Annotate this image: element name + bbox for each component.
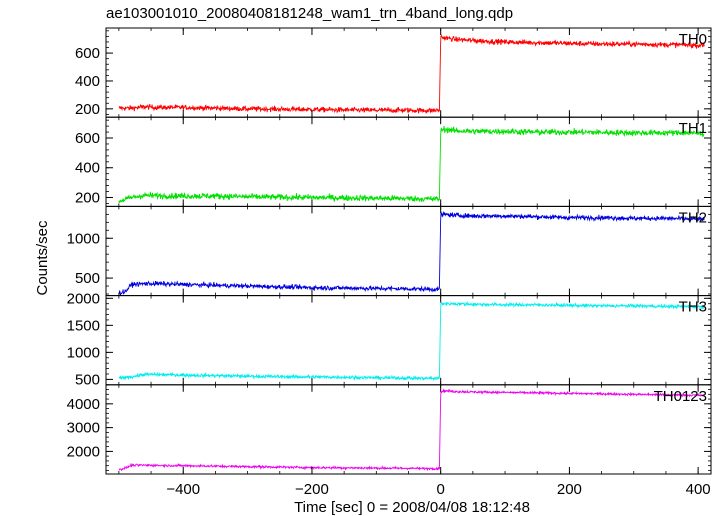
panel-th0123: 2000 3000 4000 TH0123 xyxy=(67,384,712,475)
panel-th0: 200 400 600 TH0 xyxy=(75,27,712,118)
x-tick-label: 200 xyxy=(557,481,582,498)
panel-th2: 500 1000 TH2 xyxy=(67,205,712,297)
panel-frame xyxy=(105,295,712,386)
y-tick-label: 500 xyxy=(75,270,100,287)
panel-label-th0123: TH0123 xyxy=(654,388,707,405)
y-tick-label: 400 xyxy=(75,160,100,177)
y-tick-label: 2000 xyxy=(67,290,100,307)
y-tick-label: 600 xyxy=(75,45,100,62)
y-tick-label: 500 xyxy=(75,371,100,388)
y-tick-label: 1000 xyxy=(67,230,100,247)
panel-th3: 500 1000 1500 2000 TH3 xyxy=(67,290,712,388)
panel-frame xyxy=(105,27,712,118)
y-tick-label: 1500 xyxy=(67,317,100,334)
panel-frame xyxy=(105,384,712,475)
series-line-th3 xyxy=(118,300,705,382)
chart-title: ae103001010_20080408181248_wam1_trn_4ban… xyxy=(106,5,513,22)
y-tick-label: 1000 xyxy=(67,344,100,361)
panel-label-th3: TH3 xyxy=(679,299,707,316)
x-tick-label: −200 xyxy=(295,481,329,498)
y-tick-label: 600 xyxy=(75,130,100,147)
x-tick-label: 400 xyxy=(686,481,711,498)
panel-label-th0: TH0 xyxy=(679,31,707,48)
y-tick-label: 200 xyxy=(75,101,100,118)
panel-label-th2: TH2 xyxy=(679,209,707,226)
y-tick-label: 3000 xyxy=(67,420,100,437)
x-tick-label: −400 xyxy=(166,481,200,498)
panel-frame xyxy=(105,116,712,207)
panel-label-th1: TH1 xyxy=(679,120,707,137)
y-axis-label: Counts/sec xyxy=(34,220,51,296)
series-line-th1 xyxy=(118,126,705,203)
x-tick-label: 0 xyxy=(437,481,445,498)
y-tick-label: 200 xyxy=(75,189,100,206)
y-tick-label: 2000 xyxy=(67,443,100,460)
panels-group: 200 400 600 TH0 200 400 600 TH1 500 1000 TH2 500 100… xyxy=(67,27,712,498)
x-axis-label: Time [sec] 0 = 2008/04/08 18:12:48 xyxy=(294,499,530,516)
series-line-th0123 xyxy=(118,388,705,472)
series-line-th0 xyxy=(118,33,705,114)
series-line-th2 xyxy=(118,211,705,296)
panel-th1: 200 400 600 TH1 xyxy=(75,116,712,207)
y-tick-label: 4000 xyxy=(67,396,100,413)
y-tick-label: 400 xyxy=(75,73,100,90)
